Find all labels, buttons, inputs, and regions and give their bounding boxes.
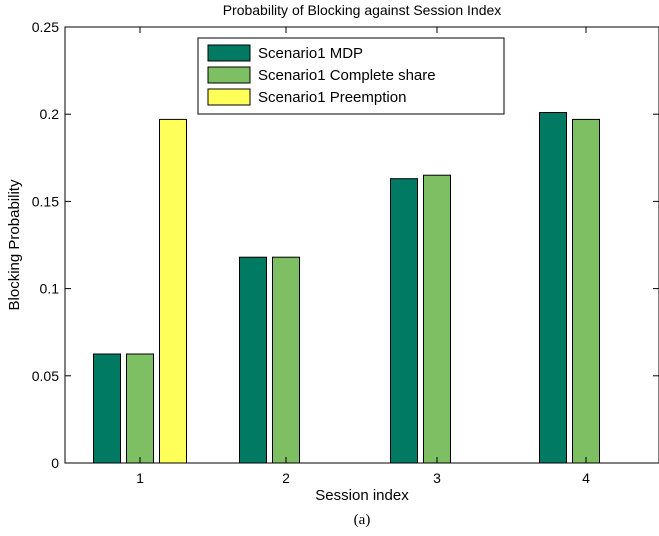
x-axis-ticks: 1 2 3 4 — [136, 27, 590, 486]
y-tick-label: 0 — [51, 455, 59, 471]
bar-series2-cat3 — [423, 174, 451, 464]
y-axis-label: Blocking Probability — [6, 179, 23, 310]
y-tick-label: 0.05 — [32, 368, 59, 384]
y-axis-ticks: 0 0.05 0.1 0.15 0.2 0.25 — [32, 19, 659, 471]
x-tick-label: 4 — [582, 470, 590, 486]
chart-title: Probability of Blocking against Session … — [223, 2, 502, 18]
y-tick-label: 0.1 — [40, 281, 60, 297]
x-tick-label: 3 — [433, 470, 441, 486]
legend-swatch-1 — [207, 44, 251, 62]
figure-caption: (a) — [354, 512, 371, 528]
legend-label-1: Scenario1 MDP — [258, 45, 363, 62]
legend-swatch-3 — [207, 88, 251, 106]
bar-series1-cat4 — [539, 112, 567, 464]
legend-swatch-2 — [207, 66, 251, 84]
bar-series3-cat1 — [159, 118, 187, 464]
bar-series1-cat2 — [239, 256, 267, 464]
y-tick-label: 0.25 — [32, 19, 59, 35]
y-tick-label: 0.15 — [32, 193, 59, 209]
x-tick-label: 1 — [136, 470, 144, 486]
y-tick-label: 0.2 — [40, 106, 60, 122]
bar-series2-cat2 — [272, 256, 300, 464]
bars-group — [93, 112, 600, 464]
bar-series2-cat1 — [126, 353, 154, 464]
bar-series2-cat4 — [572, 118, 600, 464]
legend-label-3: Scenario1 Preemption — [258, 89, 406, 106]
x-axis-label: Session index — [315, 487, 409, 504]
bar-series1-cat3 — [390, 178, 418, 464]
bar-series1-cat1 — [93, 353, 121, 464]
legend-label-2: Scenario1 Complete share — [258, 67, 436, 84]
x-tick-label: 2 — [282, 470, 290, 486]
legend: Scenario1 MDP Scenario1 Complete share Sce… — [197, 37, 505, 115]
